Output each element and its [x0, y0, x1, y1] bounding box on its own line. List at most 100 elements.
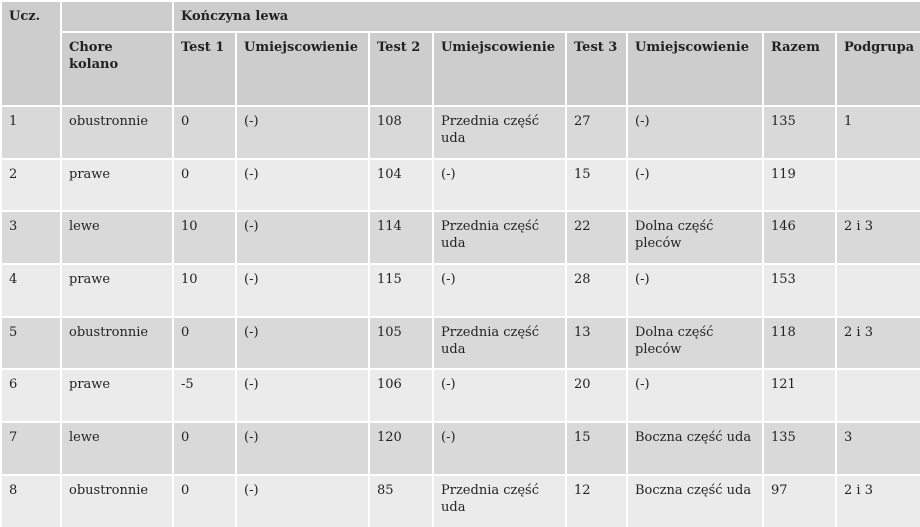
- table-cell: 1: [834, 105, 920, 160]
- table-cell: 120: [368, 421, 434, 476]
- table-cell: 8: [0, 473, 62, 527]
- table-cell: [834, 157, 920, 213]
- table-cell: 0: [172, 157, 237, 213]
- column-header: Test 3: [565, 31, 628, 107]
- table-cell: 6: [0, 368, 62, 424]
- table-cell: 0: [172, 315, 237, 371]
- table-row: 8 obustronnie 0 (-) 85 Przednia część uda 12 Bo…: [0, 473, 920, 527]
- table-cell: (-): [626, 368, 764, 424]
- column-header: Umiejscowienie: [432, 31, 567, 107]
- table-cell: 2 i 3: [834, 473, 920, 527]
- table-cell: 27: [565, 105, 628, 160]
- table-row: 2 prawe 0 (-) 104 (-) 15 (-) 119: [0, 157, 920, 213]
- column-header: Umiejscowienie: [626, 31, 764, 107]
- table-cell: 121: [762, 368, 837, 424]
- table-cell: Dolna część pleców: [626, 315, 764, 371]
- table-cell: 3: [0, 210, 62, 266]
- table-row: 4 prawe 10 (-) 115 (-) 28 (-) 153: [0, 263, 920, 318]
- table-cell: 0: [172, 473, 237, 527]
- column-header: Umiejscowienie: [235, 31, 370, 107]
- table-cell: 1: [0, 105, 62, 160]
- table-cell: 2 i 3: [834, 315, 920, 371]
- table-row: 5 obustronnie 0 (-) 105 Przednia część uda 13 D…: [0, 315, 920, 371]
- table-cell: 104: [368, 157, 434, 213]
- table-cell: 10: [172, 263, 237, 318]
- table-cell: Przednia część uda: [432, 473, 567, 527]
- corner-header: Ucz.: [0, 0, 62, 107]
- table-cell: 153: [762, 263, 837, 318]
- table-cell: [834, 263, 920, 318]
- table-cell: 13: [565, 315, 628, 371]
- table-cell: 135: [762, 105, 837, 160]
- column-header: Test 2: [368, 31, 434, 107]
- table-row: 7 lewe 0 (-) 120 (-) 15 Boczna część uda 135 3: [0, 421, 920, 476]
- table-cell: Boczna część uda: [626, 421, 764, 476]
- table-cell: 146: [762, 210, 837, 266]
- table-cell: 97: [762, 473, 837, 527]
- table-row: 6 prawe -5 (-) 106 (-) 20 (-) 121: [0, 368, 920, 424]
- table-row: 3 lewe 10 (-) 114 Przednia część uda 22 Dolna c…: [0, 210, 920, 266]
- table-cell: prawe: [60, 263, 174, 318]
- table-cell: 3: [834, 421, 920, 476]
- table-cell: prawe: [60, 157, 174, 213]
- table-cell: 4: [0, 263, 62, 318]
- table-cell: (-): [235, 368, 370, 424]
- table-cell: 20: [565, 368, 628, 424]
- table-cell: (-): [235, 157, 370, 213]
- table-cell: (-): [235, 473, 370, 527]
- column-header: Razem: [762, 31, 837, 107]
- table-cell: 2 i 3: [834, 210, 920, 266]
- table-cell: Dolna część pleców: [626, 210, 764, 266]
- table-cell: prawe: [60, 368, 174, 424]
- group-header: Kończyna lewa: [171, 0, 920, 33]
- table-cell: 7: [0, 421, 62, 476]
- table-cell: (-): [626, 105, 764, 160]
- table-cell: 85: [368, 473, 434, 527]
- table-cell: 135: [762, 421, 837, 476]
- table-cell: (-): [626, 157, 764, 213]
- table-cell: -5: [172, 368, 237, 424]
- table-cell: 106: [368, 368, 434, 424]
- table-cell: (-): [432, 263, 567, 318]
- column-header: Podgrupa: [834, 31, 920, 107]
- column-header: Chore kolano: [60, 31, 174, 107]
- table-cell: 22: [565, 210, 628, 266]
- table-cell: 12: [565, 473, 628, 527]
- table-cell: (-): [432, 157, 567, 213]
- table-cell: (-): [626, 263, 764, 318]
- table-cell: 108: [368, 105, 434, 160]
- table-cell: (-): [235, 315, 370, 371]
- table-cell: (-): [432, 368, 567, 424]
- table-cell: Przednia część uda: [432, 315, 567, 371]
- table-cell: obustronnie: [60, 105, 174, 160]
- column-header: Test 1: [172, 31, 237, 107]
- empty-header: [60, 0, 174, 33]
- table-cell: 28: [565, 263, 628, 318]
- table-cell: 0: [172, 421, 237, 476]
- table-cell: 114: [368, 210, 434, 266]
- table-cell: obustronnie: [60, 315, 174, 371]
- table-cell: (-): [235, 263, 370, 318]
- table-body: 1 obustronnie 0 (-) 108 Przednia część uda 27(…: [0, 105, 920, 527]
- table-cell: Przednia część uda: [432, 105, 567, 160]
- table-row: 1 obustronnie 0 (-) 108 Przednia część uda 27(…: [0, 105, 920, 160]
- table-cell: [834, 368, 920, 424]
- table-cell: (-): [235, 105, 370, 160]
- table-cell: 0: [172, 105, 237, 160]
- table-cell: (-): [432, 421, 567, 476]
- table-cell: obustronnie: [60, 473, 174, 527]
- header-row: Chore kolano Test 1 Umiejscowienie Test 2 Um…: [1, 31, 920, 107]
- table-cell: Boczna część uda: [626, 473, 764, 527]
- table-cell: 15: [565, 421, 628, 476]
- table-cell: 5: [0, 315, 62, 371]
- table-cell: 115: [368, 263, 434, 318]
- table-cell: 10: [172, 210, 237, 266]
- table-cell: (-): [235, 421, 370, 476]
- table-cell: lewe: [60, 421, 174, 476]
- table-cell: lewe: [60, 210, 174, 266]
- header-row: Ucz. Kończyna lewa: [0, 0, 920, 107]
- table-cell: (-): [235, 210, 370, 266]
- table-cell: Przednia część uda: [432, 210, 567, 266]
- table-cell: 119: [762, 157, 837, 213]
